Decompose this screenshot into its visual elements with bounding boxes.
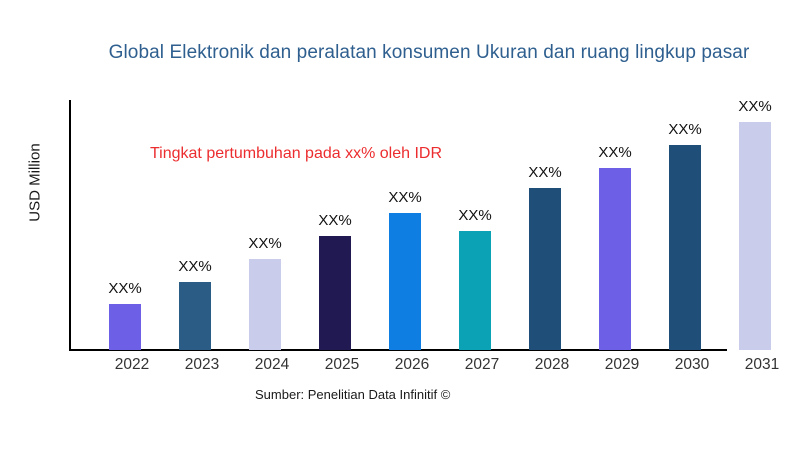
bar-value-label-2023: XX% xyxy=(178,258,212,275)
bar-value-label-2030: XX% xyxy=(668,121,702,138)
bar-2026 xyxy=(389,213,421,350)
growth-rate-annotation: Tingkat pertumbuhan pada xx% oleh IDR xyxy=(150,145,443,162)
bar-2030 xyxy=(669,145,701,350)
bar-2029 xyxy=(599,168,631,350)
x-tick-2022: 2022 xyxy=(114,356,150,373)
bar-2031 xyxy=(739,122,771,350)
x-tick-2026: 2026 xyxy=(394,356,430,373)
bar-2028 xyxy=(529,188,561,350)
bar-2027 xyxy=(459,231,491,350)
bar-value-label-2028: XX% xyxy=(528,164,562,181)
y-axis-line xyxy=(69,100,71,351)
x-tick-2027: 2027 xyxy=(464,356,500,373)
source-text: Sumber: Penelitian Data Infinitif © xyxy=(255,387,451,402)
x-tick-2025: 2025 xyxy=(324,356,360,373)
bar-value-label-2031: XX% xyxy=(738,98,772,115)
x-tick-2031: 2031 xyxy=(744,356,780,373)
bar-value-label-2025: XX% xyxy=(318,212,352,229)
bar-value-label-2024: XX% xyxy=(248,235,282,252)
x-tick-2023: 2023 xyxy=(184,356,220,373)
x-axis-line xyxy=(69,349,727,351)
x-tick-2028: 2028 xyxy=(534,356,570,373)
bar-value-label-2026: XX% xyxy=(388,189,422,206)
bar-2023 xyxy=(179,282,211,350)
bar-value-label-2022: XX% xyxy=(108,280,142,297)
bar-2025 xyxy=(319,236,351,350)
bar-value-label-2029: XX% xyxy=(598,144,632,161)
bar-2024 xyxy=(249,259,281,350)
bar-2022 xyxy=(109,304,141,350)
chart-title: Global Elektronik dan peralatan konsumen… xyxy=(108,42,750,63)
x-tick-2029: 2029 xyxy=(604,356,640,373)
x-tick-2024: 2024 xyxy=(254,356,290,373)
bar-value-label-2027: XX% xyxy=(458,207,492,224)
x-tick-2030: 2030 xyxy=(674,356,710,373)
